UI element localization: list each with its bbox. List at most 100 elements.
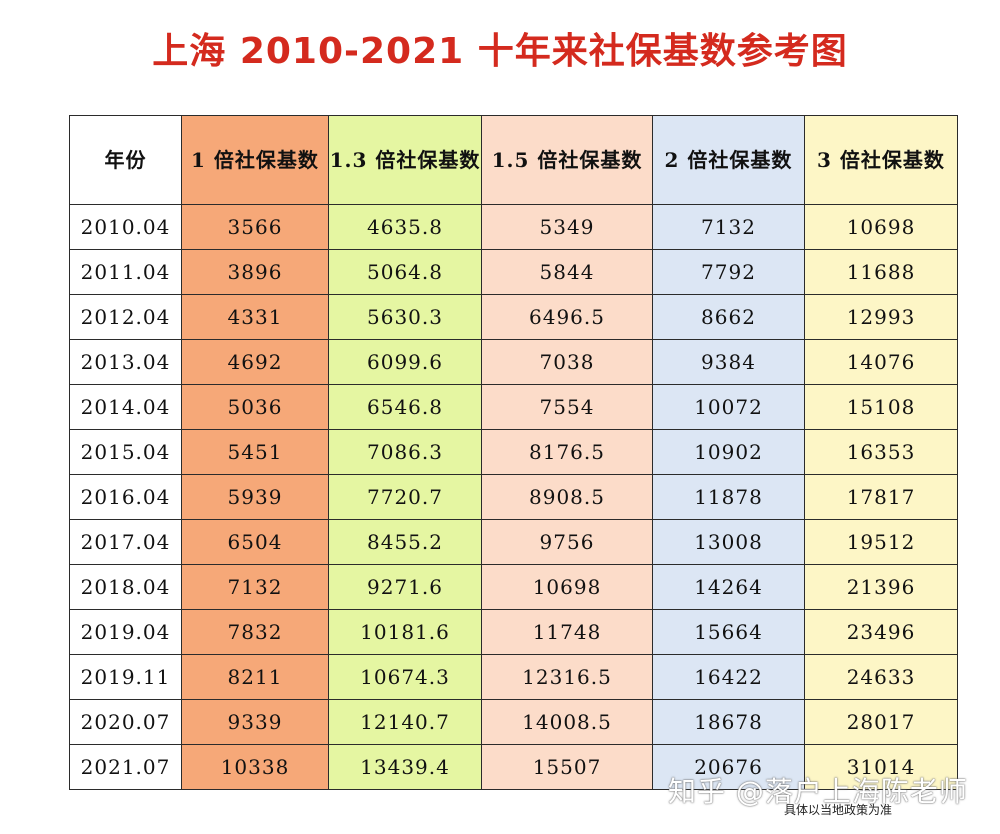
header-2x-base: 2 倍社保基数 bbox=[652, 115, 805, 205]
base-1-5x-cell: 9756 bbox=[481, 519, 653, 565]
base-2x-cell: 7132 bbox=[652, 204, 805, 250]
base-1-5x-cell: 11748 bbox=[481, 609, 653, 655]
table-row: 2020.07 9339 12140.7 14008.5 18678 28017 bbox=[69, 699, 958, 745]
table-row: 2010.04 3566 4635.8 5349 7132 10698 bbox=[69, 204, 958, 250]
base-3x-cell: 17817 bbox=[804, 474, 958, 520]
year-cell: 2017.04 bbox=[69, 519, 182, 565]
base-3x-cell: 12993 bbox=[804, 294, 958, 340]
base-3x-cell: 24633 bbox=[804, 654, 958, 700]
base-1x-cell: 7832 bbox=[181, 609, 329, 655]
policy-note: 具体以当地政策为准 bbox=[784, 803, 893, 817]
base-1x-cell: 7132 bbox=[181, 564, 329, 610]
header-year: 年份 bbox=[69, 115, 182, 205]
base-2x-cell: 10072 bbox=[652, 384, 805, 430]
base-1-3x-cell: 6099.6 bbox=[328, 339, 482, 385]
table-row: 2016.04 5939 7720.7 8908.5 11878 17817 bbox=[69, 474, 958, 520]
base-1x-cell: 4692 bbox=[181, 339, 329, 385]
header-1x-base: 1 倍社保基数 bbox=[181, 115, 329, 205]
base-2x-cell: 7792 bbox=[652, 249, 805, 295]
base-2x-cell: 10902 bbox=[652, 429, 805, 475]
base-3x-cell: 14076 bbox=[804, 339, 958, 385]
base-1-3x-cell: 7086.3 bbox=[328, 429, 482, 475]
base-2x-cell: 16422 bbox=[652, 654, 805, 700]
base-1-5x-cell: 14008.5 bbox=[481, 699, 653, 745]
year-cell: 2019.11 bbox=[69, 654, 182, 700]
year-cell: 2019.04 bbox=[69, 609, 182, 655]
base-3x-cell: 21396 bbox=[804, 564, 958, 610]
base-2x-cell: 18678 bbox=[652, 699, 805, 745]
base-2x-cell: 11878 bbox=[652, 474, 805, 520]
base-1-3x-cell: 4635.8 bbox=[328, 204, 482, 250]
year-cell: 2018.04 bbox=[69, 564, 182, 610]
base-2x-cell: 8662 bbox=[652, 294, 805, 340]
table-row: 2013.04 4692 6099.6 7038 9384 14076 bbox=[69, 339, 958, 385]
base-1-3x-cell: 5064.8 bbox=[328, 249, 482, 295]
table-row: 2011.04 3896 5064.8 5844 7792 11688 bbox=[69, 249, 958, 295]
header-3x-base: 3 倍社保基数 bbox=[804, 115, 958, 205]
base-1-3x-cell: 13439.4 bbox=[328, 744, 482, 790]
year-cell: 2014.04 bbox=[69, 384, 182, 430]
year-cell: 2021.07 bbox=[69, 744, 182, 790]
base-2x-cell: 9384 bbox=[652, 339, 805, 385]
year-cell: 2012.04 bbox=[69, 294, 182, 340]
table-row: 2019.04 7832 10181.6 11748 15664 23496 bbox=[69, 609, 958, 655]
year-cell: 2015.04 bbox=[69, 429, 182, 475]
table-row: 2021.07 10338 13439.4 15507 20676 31014 bbox=[69, 744, 958, 790]
base-3x-cell: 11688 bbox=[804, 249, 958, 295]
base-2x-cell: 14264 bbox=[652, 564, 805, 610]
base-1x-cell: 4331 bbox=[181, 294, 329, 340]
base-2x-cell: 20676 bbox=[652, 744, 805, 790]
table-body: 2010.04 3566 4635.8 5349 7132 10698 2011.04 389… bbox=[69, 204, 958, 790]
base-1-5x-cell: 5844 bbox=[481, 249, 653, 295]
year-cell: 2011.04 bbox=[69, 249, 182, 295]
base-1x-cell: 5939 bbox=[181, 474, 329, 520]
table-row: 2017.04 6504 8455.2 9756 13008 19512 bbox=[69, 519, 958, 565]
base-3x-cell: 16353 bbox=[804, 429, 958, 475]
base-1-3x-cell: 10181.6 bbox=[328, 609, 482, 655]
base-1-5x-cell: 7554 bbox=[481, 384, 653, 430]
base-1-3x-cell: 9271.6 bbox=[328, 564, 482, 610]
base-1-3x-cell: 10674.3 bbox=[328, 654, 482, 700]
base-1x-cell: 5451 bbox=[181, 429, 329, 475]
header-1-3x-base: 1.3 倍社保基数 bbox=[328, 115, 482, 205]
base-1-5x-cell: 6496.5 bbox=[481, 294, 653, 340]
page-title: 上海 2010-2021 十年来社保基数参考图 bbox=[152, 31, 848, 72]
base-1x-cell: 3566 bbox=[181, 204, 329, 250]
base-1x-cell: 10338 bbox=[181, 744, 329, 790]
year-cell: 2013.04 bbox=[69, 339, 182, 385]
base-1-5x-cell: 7038 bbox=[481, 339, 653, 385]
table-row: 2014.04 5036 6546.8 7554 10072 15108 bbox=[69, 384, 958, 430]
table-header-row: 年份 1 倍社保基数 1.3 倍社保基数 1.5 倍社保基数 2 倍社保基数 3… bbox=[69, 115, 958, 205]
base-1-5x-cell: 8176.5 bbox=[481, 429, 653, 475]
base-1x-cell: 6504 bbox=[181, 519, 329, 565]
base-1x-cell: 9339 bbox=[181, 699, 329, 745]
base-1-3x-cell: 6546.8 bbox=[328, 384, 482, 430]
base-1x-cell: 3896 bbox=[181, 249, 329, 295]
table-row: 2018.04 7132 9271.6 10698 14264 21396 bbox=[69, 564, 958, 610]
base-3x-cell: 23496 bbox=[804, 609, 958, 655]
base-1-5x-cell: 10698 bbox=[481, 564, 653, 610]
base-2x-cell: 13008 bbox=[652, 519, 805, 565]
base-3x-cell: 31014 bbox=[804, 744, 958, 790]
base-1-5x-cell: 15507 bbox=[481, 744, 653, 790]
base-1x-cell: 8211 bbox=[181, 654, 329, 700]
table-row: 2015.04 5451 7086.3 8176.5 10902 16353 bbox=[69, 429, 958, 475]
base-3x-cell: 19512 bbox=[804, 519, 958, 565]
base-3x-cell: 15108 bbox=[804, 384, 958, 430]
table-row: 2019.11 8211 10674.3 12316.5 16422 24633 bbox=[69, 654, 958, 700]
base-1-3x-cell: 7720.7 bbox=[328, 474, 482, 520]
base-3x-cell: 28017 bbox=[804, 699, 958, 745]
year-cell: 2020.07 bbox=[69, 699, 182, 745]
base-1-3x-cell: 12140.7 bbox=[328, 699, 482, 745]
base-1-5x-cell: 5349 bbox=[481, 204, 653, 250]
base-1x-cell: 5036 bbox=[181, 384, 329, 430]
year-cell: 2016.04 bbox=[69, 474, 182, 520]
base-1-3x-cell: 8455.2 bbox=[328, 519, 482, 565]
header-1-5x-base: 1.5 倍社保基数 bbox=[481, 115, 653, 205]
watermark: 知乎 @落户上海陈老师 bbox=[668, 775, 968, 808]
base-2x-cell: 15664 bbox=[652, 609, 805, 655]
table-row: 2012.04 4331 5630.3 6496.5 8662 12993 bbox=[69, 294, 958, 340]
year-cell: 2010.04 bbox=[69, 204, 182, 250]
social-security-base-table: 年份 1 倍社保基数 1.3 倍社保基数 1.5 倍社保基数 2 倍社保基数 3… bbox=[69, 115, 958, 790]
base-1-5x-cell: 12316.5 bbox=[481, 654, 653, 700]
